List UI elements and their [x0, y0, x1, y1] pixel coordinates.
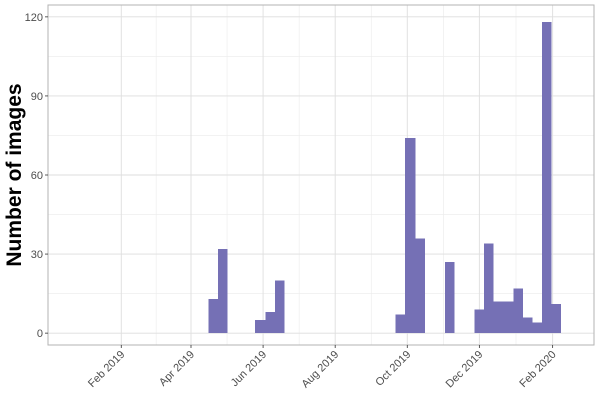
- histogram-bar: [493, 301, 503, 334]
- histogram-bar: [208, 298, 219, 334]
- x-tick-label: Dec 2019: [444, 349, 486, 391]
- histogram-bar: [445, 261, 455, 334]
- y-tick-label: 60: [31, 170, 43, 182]
- histogram-bar: [513, 288, 524, 334]
- histogram-bar: [274, 280, 285, 334]
- histogram-bar: [532, 322, 542, 334]
- x-tick-label: Feb 2019: [86, 349, 127, 390]
- y-tick-label: 90: [31, 91, 43, 103]
- histogram-bar: [484, 243, 494, 334]
- y-axis-ticks: 0 30 60 90 120: [25, 12, 48, 340]
- histogram-bar: [542, 22, 552, 334]
- histogram-bar: [551, 304, 561, 334]
- bars: [208, 22, 561, 334]
- histogram-bar: [523, 317, 533, 334]
- y-tick-label: 0: [37, 328, 43, 340]
- histogram-bar: [254, 319, 266, 334]
- histogram-bar: [415, 238, 425, 334]
- histogram-bar: [474, 309, 485, 334]
- x-tick-label: Jun 2019: [229, 349, 269, 389]
- x-tick-label: Feb 2020: [517, 349, 558, 390]
- x-tick-label: Oct 2019: [373, 349, 413, 389]
- y-tick-label: 120: [25, 12, 43, 24]
- y-axis-title: Number of images: [3, 83, 26, 266]
- histogram-bar: [265, 312, 275, 334]
- histogram-bar: [395, 314, 405, 334]
- x-axis-ticks: Feb 2019 Apr 2019 Jun 2019 Aug 2019 Oct 2019…: [86, 345, 559, 390]
- histogram-bar: [218, 248, 228, 334]
- histogram-bar: [503, 301, 514, 334]
- x-tick-label: Aug 2019: [300, 349, 342, 391]
- histogram-bar: [404, 138, 416, 334]
- x-tick-label: Apr 2019: [157, 349, 197, 389]
- y-tick-label: 30: [31, 249, 43, 261]
